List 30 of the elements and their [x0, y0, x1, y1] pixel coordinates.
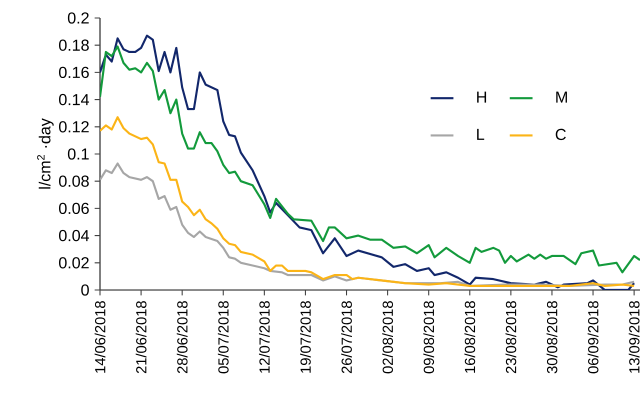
y-tick-label: 0 — [81, 284, 89, 296]
x-tick-label: 26/07/2018 — [341, 301, 352, 374]
y-tick-label: 0.1 — [68, 148, 89, 160]
legend-label: L — [477, 128, 484, 140]
y-tick-label: 0.2 — [68, 12, 89, 24]
x-tick-label: 14/06/2018 — [94, 301, 106, 373]
x-tick-label: 28/06/2018 — [176, 301, 188, 374]
x-tick-label: 09/08/2018 — [423, 301, 434, 374]
x-tick-label: 30/08/2018 — [546, 301, 558, 374]
x-tick-label: 12/07/2018 — [258, 301, 270, 373]
y-tick-label: 0.02 — [59, 257, 89, 268]
x-tick-label: 23/08/2018 — [505, 301, 516, 374]
y-tick-label: 0.08 — [59, 176, 89, 187]
y-tick-label: 0.14 — [59, 94, 90, 106]
legend-label: M — [556, 92, 567, 103]
x-tick-label: 02/08/2018 — [382, 301, 393, 374]
legend-label: H — [477, 92, 486, 103]
x-tick-label: 05/07/2018 — [218, 301, 229, 374]
y-tick-label: 0.18 — [59, 40, 89, 51]
legend-label: C — [556, 128, 566, 140]
y-tick-label: 0.06 — [59, 202, 89, 214]
x-tick-label: 21/06/2018 — [136, 301, 146, 374]
y-tick-label: 0.04 — [59, 230, 90, 242]
y-tick-label: 0.16 — [59, 66, 89, 78]
y-tick-label: 0.12 — [59, 121, 89, 132]
x-tick-label: 06/09/2018 — [588, 301, 598, 374]
y-axis-title: l/cm$^{2}$ ·day — [37, 118, 54, 189]
x-tick-label: 19/07/2018 — [300, 301, 311, 373]
x-tick-label: 13/09/2018 — [628, 301, 640, 373]
x-tick-label: 16/08/2018 — [464, 301, 476, 373]
